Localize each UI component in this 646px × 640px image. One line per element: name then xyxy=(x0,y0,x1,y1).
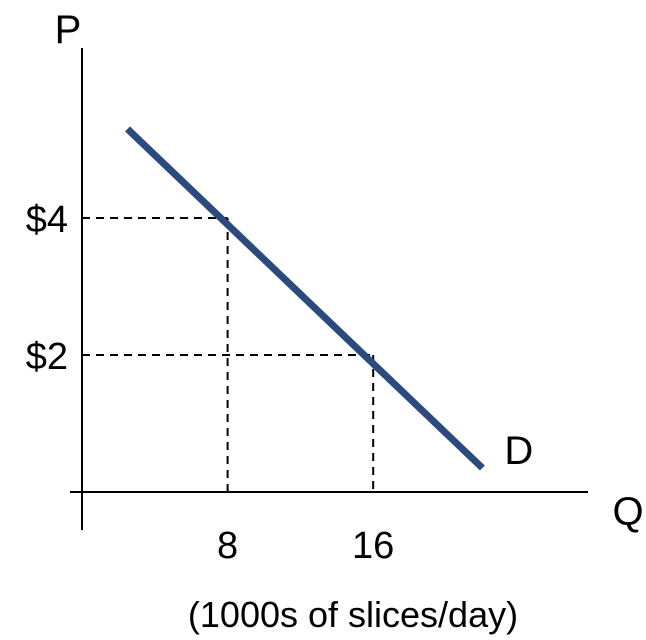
series-layer: D xyxy=(125,126,533,473)
tick-labels: 8 16 $4 $2 xyxy=(26,199,395,567)
y-tick-label-0: $4 xyxy=(26,199,68,241)
series-label-d: D xyxy=(504,429,533,473)
x-tick-label-0: 8 xyxy=(217,525,238,567)
guide-lines xyxy=(82,217,375,492)
x-tick-label-1: 16 xyxy=(352,525,394,567)
y-axis-label: P xyxy=(55,8,82,52)
series-line-d xyxy=(125,126,485,471)
y-tick-label-1: $2 xyxy=(26,336,68,378)
x-axis-label: Q xyxy=(612,490,643,534)
x-axis-unit-label: (1000s of slices/day) xyxy=(188,594,518,635)
